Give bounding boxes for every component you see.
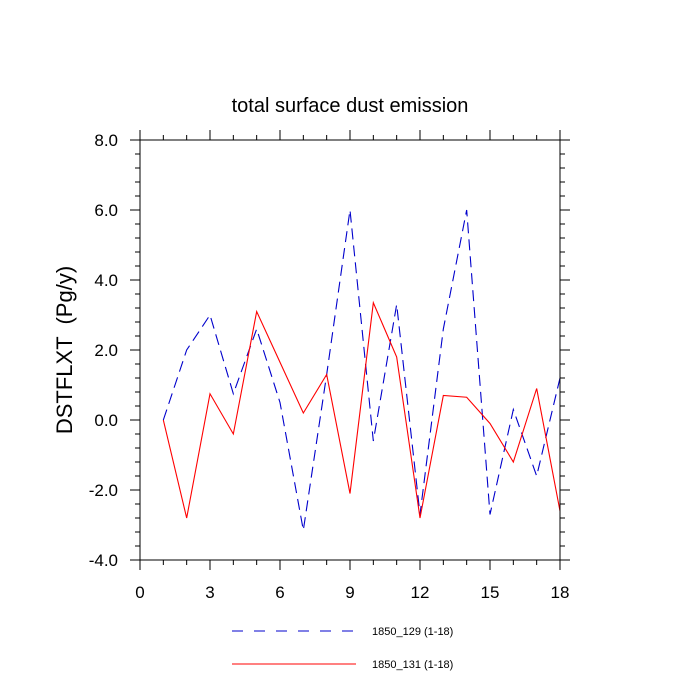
y-axis-label: DSTFLXT (Pg/y) [52, 266, 77, 434]
y-tick-label: 2.0 [94, 341, 118, 360]
y-tick-label: -2.0 [89, 481, 118, 500]
y-tick-label: -4.0 [89, 551, 118, 570]
y-tick-label: 4.0 [94, 271, 118, 290]
y-tick-label: 8.0 [94, 131, 118, 150]
x-tick-label: 0 [135, 583, 144, 602]
x-tick-label: 9 [345, 583, 354, 602]
x-tick-label: 12 [411, 583, 430, 602]
axis-ticks [130, 130, 570, 570]
legend-label-1: 1850_129 (1-18) [372, 626, 453, 638]
legend-label-2: 1850_131 (1-18) [372, 659, 453, 671]
y-tick-label: 0.0 [94, 411, 118, 430]
tick-labels: -4.0 -2.0 0.0 2.0 4.0 6.0 8.0 0 3 6 9 12 15 18 [89, 131, 570, 602]
y-axis-label-group: DSTFLXT (Pg/y) [52, 266, 77, 434]
x-tick-label: 3 [205, 583, 214, 602]
x-tick-label: 18 [551, 583, 570, 602]
x-tick-label: 6 [275, 583, 284, 602]
y-tick-label: 6.0 [94, 201, 118, 220]
plot-frame [139, 139, 561, 561]
series-line-1 [162, 209, 561, 531]
legend: 1850_129 (1-18) 1850_131 (1-18) [232, 626, 453, 671]
chart-title: total surface dust emission [232, 95, 469, 117]
x-tick-label: 15 [481, 583, 500, 602]
series-line-2 [162, 300, 561, 519]
series-layer [162, 209, 561, 531]
